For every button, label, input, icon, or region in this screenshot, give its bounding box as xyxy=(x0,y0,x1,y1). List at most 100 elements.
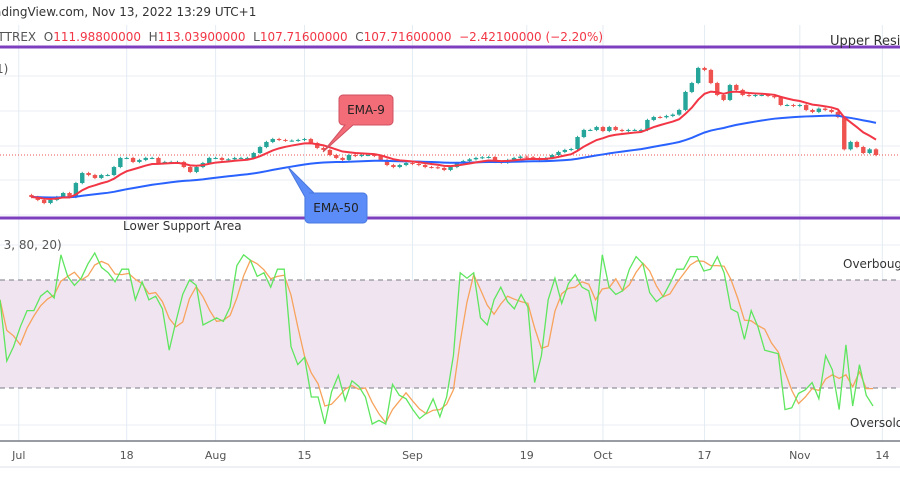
candle-body xyxy=(607,127,612,132)
candle-body xyxy=(67,193,72,198)
candle-body xyxy=(194,167,199,172)
candle-body xyxy=(327,149,333,156)
candle-body xyxy=(105,175,110,177)
candle xyxy=(861,145,866,155)
candle xyxy=(803,103,809,112)
candle-body xyxy=(308,139,314,144)
candle-body xyxy=(569,149,574,151)
candle-body xyxy=(448,167,453,170)
candle-body xyxy=(207,157,212,164)
candle-body xyxy=(524,156,529,158)
candle xyxy=(327,148,333,157)
candle-body xyxy=(562,149,568,152)
candle-body xyxy=(410,163,415,165)
candle-body xyxy=(759,95,764,97)
candle xyxy=(238,156,244,160)
candle-body xyxy=(664,115,669,118)
stochastic-d-line xyxy=(0,259,873,425)
candle-body xyxy=(765,95,771,97)
candle-body xyxy=(111,167,117,176)
candle-body xyxy=(492,157,498,162)
candle xyxy=(854,140,860,149)
candle-body xyxy=(848,141,853,150)
candle xyxy=(467,158,472,163)
close-label: C xyxy=(355,30,364,44)
candle xyxy=(626,128,631,133)
stochastic-legend[interactable]: , 3, 80, 20) xyxy=(0,238,62,252)
candle xyxy=(321,146,326,152)
candle-body xyxy=(321,147,326,150)
candle-body xyxy=(467,159,472,162)
ema-50-callout xyxy=(287,166,368,224)
candle-body xyxy=(61,193,66,198)
candle-body xyxy=(442,167,447,170)
candle xyxy=(829,108,834,114)
low-value: 107.71600000 xyxy=(259,30,348,44)
candle-body xyxy=(86,173,91,176)
candle xyxy=(581,128,587,139)
candle xyxy=(823,107,828,112)
candle-body xyxy=(143,157,148,160)
candle xyxy=(810,108,815,114)
high-value: 113.03900000 xyxy=(157,30,246,44)
lower-support-label: Lower Support Area xyxy=(123,219,242,233)
candle-body xyxy=(594,127,599,130)
overbought-label: Overbough xyxy=(843,257,900,271)
candle-body xyxy=(854,141,860,148)
candle xyxy=(575,135,580,151)
candle xyxy=(283,138,288,142)
candle-body xyxy=(188,167,193,172)
candle-body xyxy=(696,67,701,84)
candle xyxy=(315,141,320,150)
x-axis-tick-label: Nov xyxy=(789,449,811,462)
candle xyxy=(638,128,644,132)
candle xyxy=(403,161,409,167)
candle xyxy=(696,66,701,85)
candle-body xyxy=(245,157,250,159)
candle xyxy=(689,81,695,94)
candle-body xyxy=(276,139,282,141)
candle-body xyxy=(429,167,434,169)
candle xyxy=(80,171,85,185)
candle xyxy=(340,156,345,162)
candle-body xyxy=(384,159,390,166)
candle-body xyxy=(772,95,777,98)
candle xyxy=(524,155,529,159)
candle-body xyxy=(226,159,231,161)
ema-legend[interactable]: 1) xyxy=(0,62,9,76)
candle xyxy=(715,81,720,97)
candle-body xyxy=(645,119,650,130)
candle xyxy=(657,115,663,119)
candle-body xyxy=(118,157,123,168)
candle xyxy=(194,165,199,174)
candle-body xyxy=(130,157,136,162)
candle xyxy=(188,165,193,174)
candle xyxy=(264,140,269,149)
low-label: L xyxy=(253,30,260,44)
candle-body xyxy=(156,157,161,164)
candle-body xyxy=(829,109,834,112)
candle xyxy=(835,110,841,119)
candle-body xyxy=(867,149,872,154)
candle xyxy=(480,156,485,160)
candle-body xyxy=(670,114,675,116)
candle-body xyxy=(137,159,142,162)
candle-body xyxy=(149,157,155,159)
candle-body xyxy=(823,108,828,110)
candle-body xyxy=(746,95,752,97)
candle-body xyxy=(810,109,815,112)
stochastic-k-line xyxy=(0,251,874,425)
candle xyxy=(435,166,441,170)
candle xyxy=(873,148,879,157)
candle-body xyxy=(791,105,796,107)
candle-body xyxy=(372,155,377,157)
chart-source-timestamp: adingView.com, Nov 13, 2022 13:29 UTC+1 xyxy=(0,5,257,19)
candle-body xyxy=(632,129,637,131)
candle-body xyxy=(422,165,428,168)
candle-body xyxy=(873,149,879,155)
stochastic-band xyxy=(0,280,900,388)
candle xyxy=(797,103,802,108)
candle-body xyxy=(638,129,644,131)
candle xyxy=(257,145,263,155)
